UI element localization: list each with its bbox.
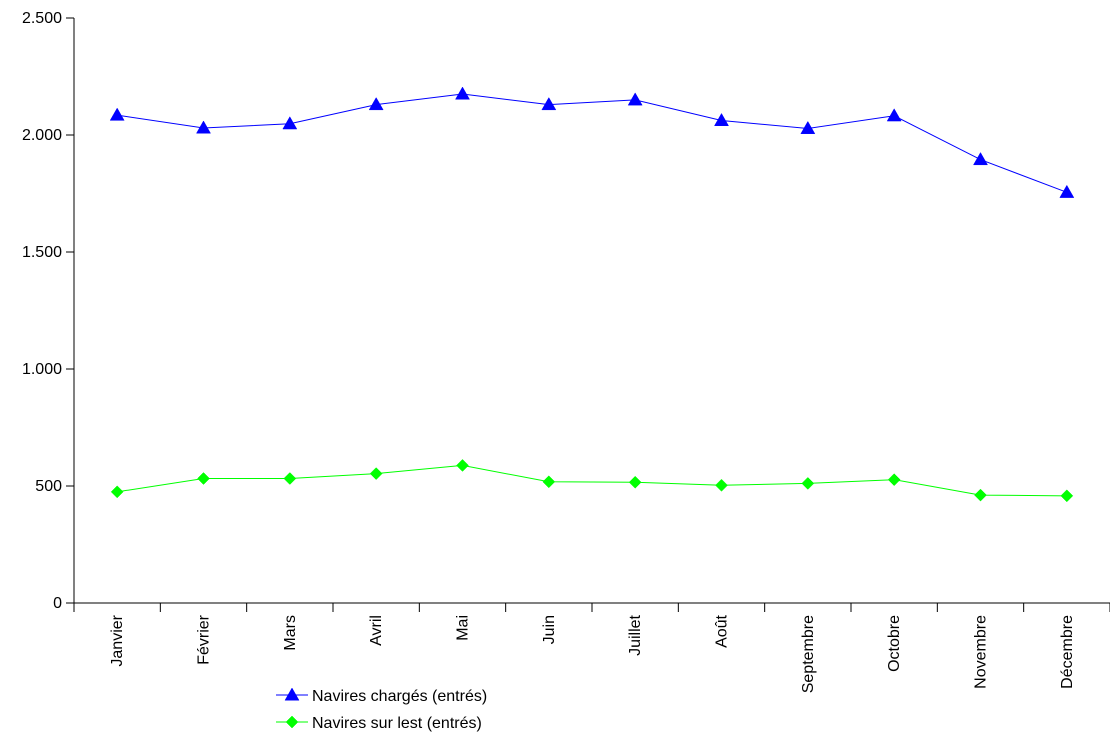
data-point <box>196 120 211 134</box>
x-tick-label: Août <box>714 614 731 647</box>
data-point <box>283 472 297 485</box>
data-point <box>714 112 729 126</box>
diamond-marker-icon <box>285 715 299 729</box>
series-2 <box>110 459 1074 503</box>
y-tick-label: 0 <box>53 595 62 612</box>
y-tick-label: 1.500 <box>22 244 62 261</box>
data-point <box>368 97 384 111</box>
data-point <box>974 488 987 502</box>
x-tick-label: Mars <box>282 615 299 651</box>
y-tick-label: 500 <box>35 478 62 495</box>
data-point <box>627 92 643 106</box>
data-point <box>886 108 902 122</box>
data-point <box>973 152 988 166</box>
x-tick-label: Octobre <box>886 615 903 672</box>
series-layer <box>109 86 1075 503</box>
data-point <box>1059 184 1075 198</box>
data-point <box>369 467 383 480</box>
data-point <box>801 477 815 490</box>
x-tick-label: Février <box>196 614 213 664</box>
data-point <box>1060 489 1074 503</box>
y-tick-label: 1.000 <box>22 361 62 378</box>
legend-item: Navires sur lest (entrés) <box>276 715 482 732</box>
x-tick-label: Septembre <box>800 615 817 693</box>
legend-label: Navires sur lest (entrés) <box>312 715 482 732</box>
data-point <box>800 120 816 134</box>
x-tick-label: Mai <box>455 615 472 641</box>
x-tick-label: Décembre <box>1059 615 1076 689</box>
x-tick-label: Juillet <box>627 614 644 655</box>
y-tick-label: 2.500 <box>22 10 62 27</box>
x-tick-label: Juin <box>541 615 558 644</box>
x-axis-ticks: Janvier Février Mars Avril Mai Juin Juillet Aoû… <box>73 603 1110 693</box>
series-1 <box>109 86 1075 198</box>
data-point <box>887 473 901 487</box>
series-line <box>117 464 1067 497</box>
data-point <box>542 475 556 489</box>
x-tick-label: Avril <box>368 615 385 646</box>
data-point <box>455 86 470 100</box>
legend-item: Navires chargés (entrés) <box>276 687 487 705</box>
data-point <box>110 485 124 499</box>
triangle-marker-icon <box>284 687 300 701</box>
legend-label: Navires chargés (entrés) <box>312 688 487 705</box>
series-line <box>117 93 1068 193</box>
data-point <box>456 459 469 472</box>
y-tick-label: 2.000 <box>22 127 62 144</box>
data-point <box>282 116 298 130</box>
data-point <box>109 107 125 121</box>
data-point <box>628 475 642 489</box>
legend: Navires chargés (entrés) Navires sur lest… <box>276 687 487 732</box>
data-point <box>197 472 210 485</box>
axes <box>73 18 1110 604</box>
x-tick-label: Novembre <box>973 615 990 689</box>
y-axis-ticks: 0 500 1.000 1.500 2.000 2.500 <box>22 10 74 612</box>
data-point <box>541 97 557 111</box>
data-point <box>715 478 728 492</box>
x-tick-label: Janvier <box>109 614 126 666</box>
